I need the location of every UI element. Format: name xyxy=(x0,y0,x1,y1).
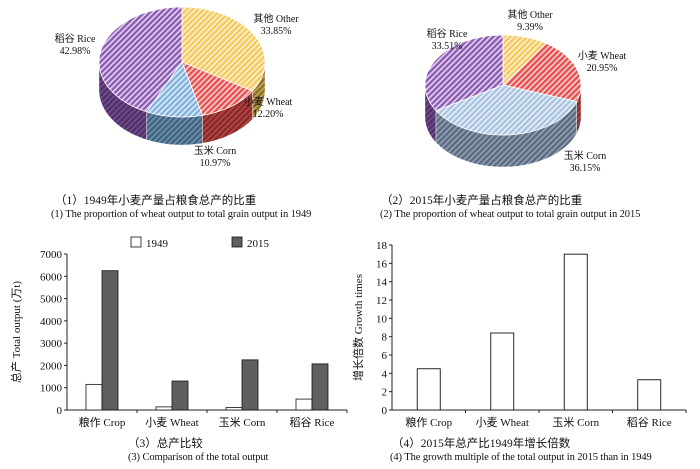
pie-slice xyxy=(424,34,504,111)
pie-slice xyxy=(502,43,582,102)
legend-swatch xyxy=(231,236,243,248)
y-tick-label: 2000 xyxy=(40,360,63,372)
chart3-title-cn: （3）总产比较 xyxy=(128,438,203,450)
y-tick-label: 0 xyxy=(382,405,388,417)
y-tick-label: 1000 xyxy=(40,383,63,395)
y-tick-label: 5000 xyxy=(40,294,63,306)
bar-1949 xyxy=(295,398,313,411)
pie-slice xyxy=(181,61,254,116)
pie-label: 其他 Other xyxy=(507,8,553,21)
chart2-title-cn: （2）2015年小麦产量占粮食总产的比重 xyxy=(381,195,583,207)
pie-label: 小麦 Wheat xyxy=(578,50,627,62)
pie-value: 36.15% xyxy=(570,163,601,174)
pie-label: 稻谷 Rice xyxy=(427,28,468,40)
pie-slice xyxy=(502,34,548,86)
x-tick-label: 稻谷 Rice xyxy=(290,416,335,429)
bar-chart-3 xyxy=(64,253,348,413)
chart4-title-en: (4) The growth multiple of the total out… xyxy=(390,452,652,463)
y-tick-label: 2 xyxy=(382,387,388,399)
legend-swatch xyxy=(130,236,142,248)
x-tick-label: 稻谷 Rice xyxy=(627,416,672,429)
pie-label: 其他 Other xyxy=(253,12,299,25)
chart1-title-cn: （1）1949年小麦产量占粮食总产的比重 xyxy=(55,195,257,207)
pie-label: 稻谷 Rice xyxy=(55,33,96,45)
x-tick-label: 粮作 Crop xyxy=(405,415,452,429)
pie-value: 33.51% xyxy=(432,41,463,52)
x-tick-label: 玉米 Corn xyxy=(219,416,266,429)
pie-value: 12.20% xyxy=(253,109,284,120)
chart4-title-cn: （4）2015年总产比1949年增长倍数 xyxy=(392,438,571,450)
y-tick-label: 18 xyxy=(376,240,388,252)
legend-label: 2015 xyxy=(247,238,270,250)
chart2-title-en: (2) The proportion of wheat output to to… xyxy=(380,209,641,220)
pie-value: 33.85% xyxy=(261,26,292,37)
y-axis-label: 总产 Total output (万t) xyxy=(9,281,23,384)
bar-1949 xyxy=(85,383,103,411)
pie-label: 玉米 Corn xyxy=(194,144,237,157)
y-tick-label: 8 xyxy=(382,332,388,344)
y-tick-label: 0 xyxy=(57,405,63,417)
y-tick-label: 12 xyxy=(376,295,387,307)
bar-2015 xyxy=(171,380,189,411)
y-tick-label: 7000 xyxy=(40,249,63,261)
y-tick-label: 6000 xyxy=(40,271,63,283)
chart1-title-en: (1) The proportion of wheat output to to… xyxy=(51,209,312,220)
y-tick-label: 6 xyxy=(382,350,388,362)
pie-slice xyxy=(181,6,266,92)
legend-label: 1949 xyxy=(146,238,169,250)
x-tick-label: 小麦 Wheat xyxy=(476,416,529,429)
pie-value: 20.95% xyxy=(587,63,618,74)
bar-growth xyxy=(490,332,515,411)
y-tick-label: 4000 xyxy=(40,316,63,328)
x-tick-label: 玉米 Corn xyxy=(552,416,599,429)
bar-2015 xyxy=(241,359,259,411)
x-tick-label: 小麦 Wheat xyxy=(145,416,198,429)
pie-label: 小麦 Wheat xyxy=(244,96,293,108)
pie-chart-2 xyxy=(424,34,582,168)
x-tick-label: 粮作 Crop xyxy=(79,415,126,429)
bar-1949 xyxy=(155,406,173,411)
pie-slice xyxy=(98,6,183,113)
pie-value: 10.97% xyxy=(200,158,231,169)
y-tick-label: 14 xyxy=(376,277,388,289)
chart3-title-en: (3) Comparison of the total output xyxy=(128,452,269,463)
y-axis-label: 增长倍数 Growth times xyxy=(351,274,365,381)
pie-chart-1 xyxy=(98,6,266,146)
y-tick-label: 3000 xyxy=(40,338,63,350)
pie-label: 玉米 Corn xyxy=(564,149,607,162)
y-tick-label: 10 xyxy=(376,313,388,325)
y-tick-label: 4 xyxy=(382,368,388,380)
pie-value: 42.98% xyxy=(60,46,91,57)
pie-slice xyxy=(145,61,203,118)
bar-chart-4 xyxy=(389,244,687,413)
bar-growth xyxy=(563,253,588,411)
bar-growth xyxy=(416,368,441,411)
bar-growth xyxy=(637,379,662,411)
y-tick-label: 16 xyxy=(376,258,388,270)
bar-2015 xyxy=(311,363,329,411)
bar-2015 xyxy=(101,270,119,411)
bar-1949 xyxy=(225,407,243,411)
pie-value: 9.39% xyxy=(517,22,543,33)
